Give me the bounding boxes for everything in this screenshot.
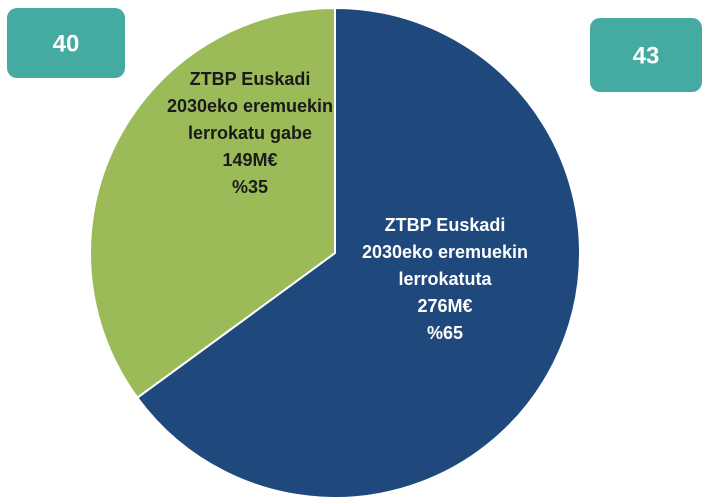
slice-percent: %65 bbox=[426, 323, 464, 343]
badge-text: 43 bbox=[633, 42, 660, 69]
slice-value: 149M€ bbox=[222, 150, 278, 170]
slice-name: ZTBP Euskadi 2030eko eremuekin lerrokatu… bbox=[166, 69, 334, 143]
slice-value: 276M€ bbox=[417, 296, 473, 316]
badge bbox=[7, 8, 125, 78]
badge bbox=[590, 18, 702, 92]
pie-slice bbox=[135, 6, 581, 497]
slice-percent: %35 bbox=[231, 177, 269, 197]
badge-text: 40 bbox=[53, 30, 80, 57]
slice-label: ZTBP Euskadi 2030eko eremuekin lerrokatu… bbox=[165, 66, 335, 201]
slice-label: ZTBP Euskadi 2030eko eremuekin lerrokatu… bbox=[355, 212, 535, 347]
slice-name: ZTBP Euskadi 2030eko eremuekin lerrokatu… bbox=[361, 215, 529, 289]
pie-slice bbox=[89, 6, 336, 400]
